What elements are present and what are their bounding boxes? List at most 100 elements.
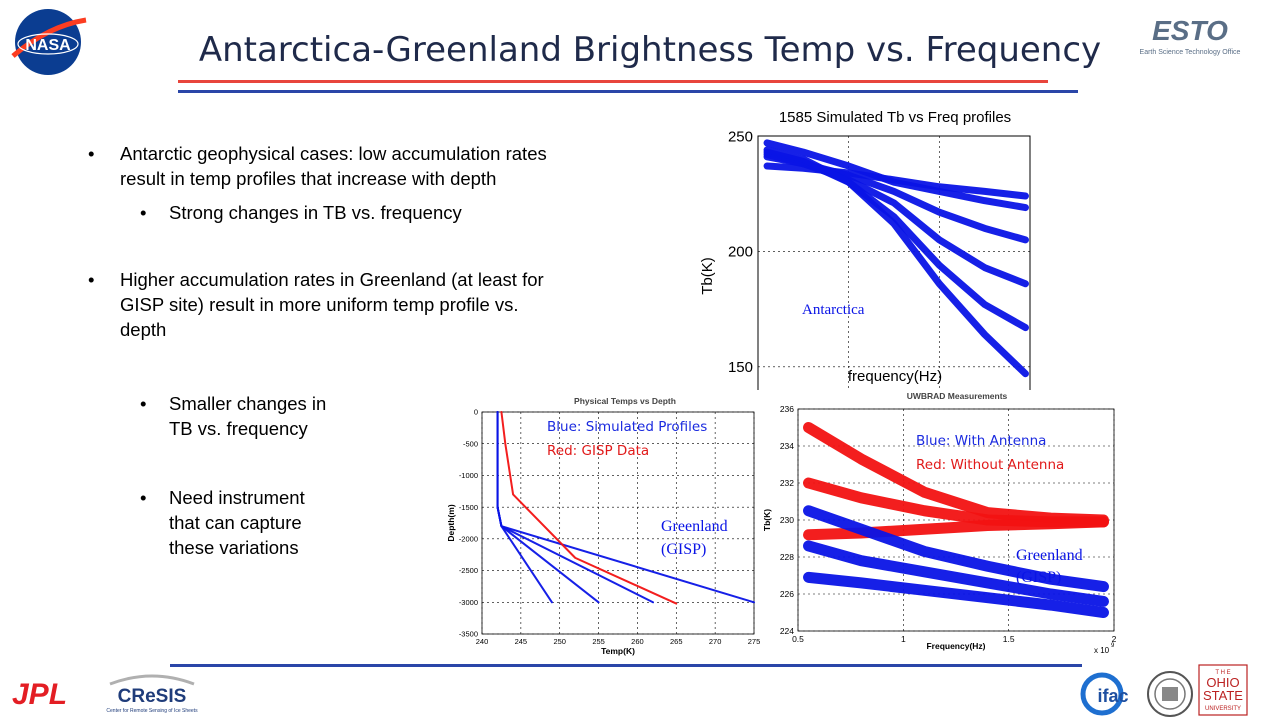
chart3-ytick: 232 bbox=[780, 478, 794, 488]
chart2-legend-red: Red: GISP Data bbox=[547, 443, 650, 459]
bullet-antarctic: • Antarctic geophysical cases: low accum… bbox=[88, 142, 688, 192]
chart2-ylabel: Depth(m) bbox=[446, 504, 456, 541]
chart2-xtick: 265 bbox=[670, 637, 683, 646]
osu-university-text: UNIVERSITY bbox=[1205, 706, 1241, 712]
cresis-logo-text: CReSIS bbox=[118, 686, 187, 707]
chart3-ytick: 228 bbox=[780, 552, 794, 562]
chart3-ytick: 230 bbox=[780, 515, 794, 525]
bullet-antarctic-line1: Antarctic geophysical cases: low accumul… bbox=[120, 143, 547, 164]
bullet-greenland-line1: Higher accumulation rates in Greenland (… bbox=[120, 269, 544, 290]
ohio-state-logo: T H E OHIO STATE UNIVERSITY bbox=[1198, 664, 1248, 716]
chart3-annotation-line1: Greenland bbox=[1016, 547, 1083, 564]
chart-uwbrad: UWBRAD Measurements 0.5 1 1.5 2 236 234 232 230… bbox=[762, 391, 1117, 655]
chart2-xtick: 275 bbox=[748, 637, 761, 646]
chart3-multiplier: x 10 bbox=[1094, 646, 1110, 655]
sub-bullet-smaller-changes: • Smaller changes in TB vs. frequency bbox=[140, 392, 390, 442]
chart1-series-line bbox=[763, 146, 1029, 378]
ifac-logo: ifac bbox=[1080, 672, 1129, 716]
chart1-ytick: 150 bbox=[728, 359, 753, 376]
chart2-xtick: 270 bbox=[709, 637, 722, 646]
chart3-ytick: 234 bbox=[780, 441, 794, 451]
chart1-title: 1585 Simulated Tb vs Freq profiles bbox=[779, 109, 1011, 126]
osu-state-text: STATE bbox=[1203, 688, 1243, 703]
chart1-ylabel: Tb(K) bbox=[699, 257, 716, 295]
header-rule-blue bbox=[178, 90, 1078, 93]
chart3-legend-red: Red: Without Antenna bbox=[916, 457, 1065, 473]
sub-bullet-need-line3: these variations bbox=[169, 537, 299, 558]
sub-bullet-strong-changes: • Strong changes in TB vs. frequency bbox=[140, 201, 660, 225]
chart2-xlabel: Temp(K) bbox=[601, 646, 635, 656]
chart1-annotation: Antarctica bbox=[802, 302, 865, 318]
chart2-series-line bbox=[496, 411, 553, 604]
bullet-marker: • bbox=[88, 269, 95, 290]
bullet-greenland: • Higher accumulation rates in Greenland… bbox=[88, 268, 688, 344]
chart1-ytick: 200 bbox=[728, 244, 753, 261]
ifac-logo-text: ifac bbox=[1097, 686, 1128, 706]
chart2-xtick: 260 bbox=[631, 637, 644, 646]
chart2-xtick: 245 bbox=[515, 637, 528, 646]
sub-bullet-strong-changes-text: Strong changes in TB vs. frequency bbox=[169, 202, 462, 223]
chart2-ytick: 0 bbox=[474, 408, 478, 417]
chart2-legend-blue: Blue: Simulated Profiles bbox=[547, 419, 708, 435]
university-seal-icon bbox=[1147, 671, 1193, 717]
jpl-logo: JPL bbox=[12, 678, 67, 710]
chart2-ticks: 240 245 250 255 260 265 270 275 0 -500 -1000 -1500 -… bbox=[459, 408, 760, 646]
bullet-marker: • bbox=[140, 487, 147, 508]
chart1-ticks: 0100020003000250200150 bbox=[728, 128, 753, 376]
chart3-xtick: 0.5 bbox=[792, 634, 804, 644]
chart3-legend-blue: Blue: With Antenna bbox=[916, 433, 1047, 449]
chart3-ticks: 0.5 1 1.5 2 236 234 232 230 228 226 224 bbox=[780, 404, 1117, 644]
chart2-series bbox=[496, 411, 755, 605]
jpl-logo-text: JPL bbox=[12, 678, 67, 710]
sub-bullet-smaller-line1: Smaller changes in bbox=[169, 393, 327, 414]
chart3-xtick: 1 bbox=[901, 634, 906, 644]
chart3-xlabel: Frequency(Hz) bbox=[926, 641, 985, 651]
bullet-marker: • bbox=[140, 393, 147, 414]
esto-logo-text: ESTO bbox=[1152, 16, 1228, 46]
sub-bullet-need-instrument: • Need instrument that can capture these… bbox=[140, 486, 360, 562]
osu-ohio-text: OHIO bbox=[1206, 675, 1239, 690]
header-rule-red bbox=[178, 80, 1048, 83]
chart3-ytick: 226 bbox=[780, 589, 794, 599]
chart1-series-line bbox=[763, 162, 1029, 200]
chart3-ytick: 224 bbox=[780, 626, 794, 636]
chart-antarctica-tb: 1585 Simulated Tb vs Freq profiles 01000… bbox=[699, 109, 1031, 390]
chart2-ytick: -2000 bbox=[459, 534, 478, 543]
chart2-annotation-line1: Greenland bbox=[661, 518, 728, 535]
chart2-xtick: 255 bbox=[592, 637, 605, 646]
chart3-series-line bbox=[803, 516, 1109, 541]
chart3-series-line bbox=[803, 571, 1109, 618]
chart3-annotation-line2: (GISP) bbox=[1016, 569, 1062, 586]
chart2-ytick: -3000 bbox=[459, 598, 478, 607]
bullet-marker: • bbox=[88, 143, 95, 164]
chart2-series-line bbox=[500, 411, 678, 605]
cresis-logo: CReSIS Center for Remote Sensing of Ice … bbox=[106, 674, 198, 714]
cresis-subtitle: Center for Remote Sensing of Ice Sheets bbox=[106, 708, 198, 714]
chart3-ylabel: Tb(K) bbox=[762, 509, 772, 531]
chart1-grid bbox=[757, 135, 1031, 390]
chart3-series-line bbox=[803, 505, 1109, 593]
chart2-annotation-line2: (GISP) bbox=[661, 541, 707, 558]
sub-bullet-need-line1: Need instrument bbox=[169, 487, 305, 508]
chart3-title: UWBRAD Measurements bbox=[907, 391, 1008, 401]
page-title: Antarctica-Greenland Brightness Temp vs.… bbox=[198, 30, 1102, 70]
footer-rule bbox=[170, 664, 1082, 667]
chart3-series-line bbox=[803, 540, 1109, 607]
bullet-greenland-line3: depth bbox=[120, 319, 167, 340]
chart2-ytick: -1000 bbox=[459, 471, 478, 480]
chart2-ytick: -3500 bbox=[459, 630, 478, 639]
chart2-xtick: 250 bbox=[553, 637, 566, 646]
chart3-xtick: 1.5 bbox=[1003, 634, 1015, 644]
osu-top-text: T H E bbox=[1215, 670, 1230, 676]
chart2-title: Physical Temps vs Depth bbox=[574, 396, 676, 406]
chart1-series bbox=[763, 139, 1029, 378]
chart2-grid bbox=[481, 411, 755, 635]
chart2-ytick: -500 bbox=[463, 439, 478, 448]
chart3-ytick: 236 bbox=[780, 404, 794, 414]
bullet-antarctic-line2: result in temp profiles that increase wi… bbox=[120, 168, 497, 189]
chart1-series-line bbox=[763, 139, 1029, 212]
sub-bullet-smaller-line2: TB vs. frequency bbox=[169, 418, 308, 439]
chart-physical-temps: Physical Temps vs Depth 240 245 250 255 260 2… bbox=[446, 396, 760, 656]
chart3-series bbox=[803, 422, 1109, 618]
bullet-marker: • bbox=[140, 202, 147, 223]
